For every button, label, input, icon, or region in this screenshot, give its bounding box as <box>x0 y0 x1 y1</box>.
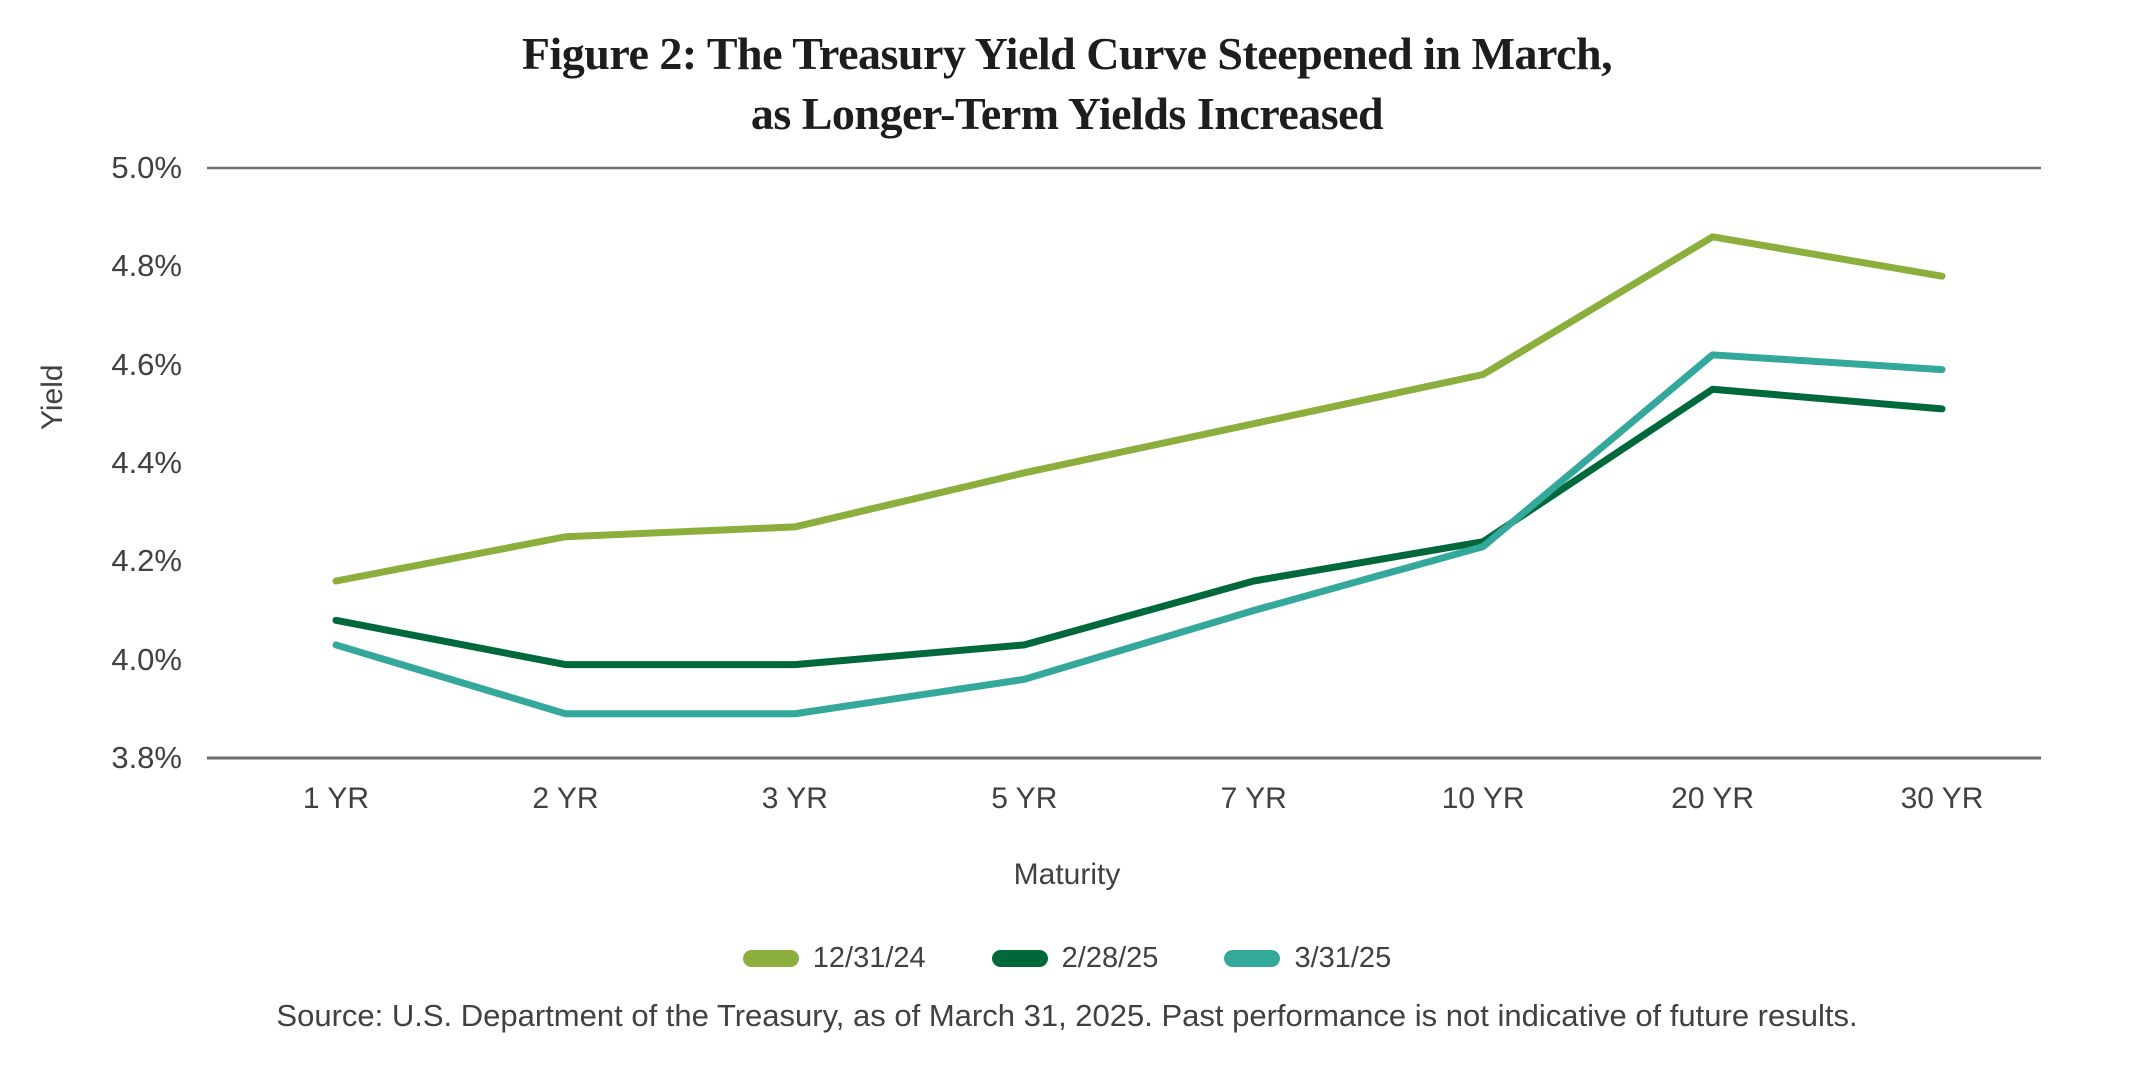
legend-label: 2/28/25 <box>1061 942 1159 974</box>
legend-swatch-icon <box>742 950 799 967</box>
y-tick-label: 4.8% <box>111 248 182 284</box>
series-line-3-31-25 <box>332 351 1946 718</box>
y-tick-label: 4.6% <box>111 346 182 382</box>
chart-title-line-1: Figure 2: The Treasury Yield Curve Steep… <box>521 28 1613 79</box>
x-tick-label: 7 YR <box>1220 782 1287 815</box>
legend: 12/31/24 2/28/25 3/31/25 <box>0 942 2134 975</box>
y-tick-label: 4.2% <box>111 543 182 579</box>
chart-title: Figure 2: The Treasury Yield Curve Steep… <box>0 24 2134 144</box>
x-tick-label: 5 YR <box>991 782 1058 815</box>
y-tick-label: 4.4% <box>111 445 182 480</box>
x-tick-label: 20 YR <box>1671 782 1754 815</box>
x-tick-label: 10 YR <box>1441 782 1525 815</box>
legend-item: 12/31/24 <box>742 942 926 975</box>
legend-item: 2/28/25 <box>991 942 1159 975</box>
legend-item: 3/31/25 <box>1224 942 1391 975</box>
legend-label: 3/31/25 <box>1294 942 1392 974</box>
x-tick-label: 30 YR <box>1900 782 1984 815</box>
x-tick-label: 2 YR <box>532 782 599 815</box>
chart-title-line-2: as Longer-Term Yields Increased <box>750 88 1384 139</box>
x-axis-title: Maturity <box>1013 858 1121 891</box>
series-line-2-28-25 <box>332 385 1946 669</box>
y-tick-label: 4.0% <box>111 641 182 677</box>
legend-label: 12/31/24 <box>812 942 926 974</box>
source-note: Source: U.S. Department of the Treasury,… <box>276 998 1858 1033</box>
legend-swatch-icon <box>1224 950 1281 967</box>
x-tick-label: 1 YR <box>302 782 370 815</box>
x-tick-label: 3 YR <box>761 782 828 815</box>
y-tick-label: 3.8% <box>111 740 182 775</box>
y-tick-label: 5.0% <box>111 150 182 185</box>
series-line-12-31-24 <box>332 233 1946 585</box>
legend-swatch-icon <box>991 950 1048 967</box>
